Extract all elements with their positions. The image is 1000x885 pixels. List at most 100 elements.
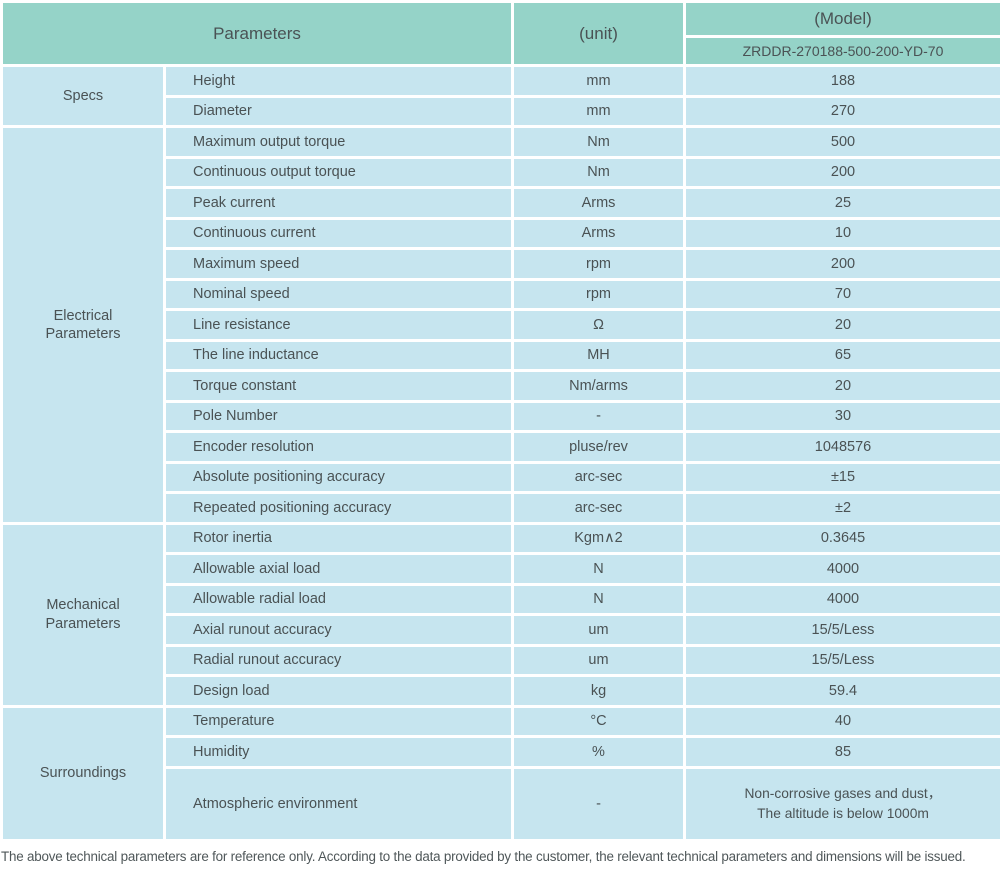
unit-cell: mm — [514, 97, 683, 125]
value-cell: 0.3645 — [686, 524, 1000, 552]
param-cell: Continuous output torque — [166, 158, 511, 186]
unit-cell: MH — [514, 341, 683, 369]
table-row: Nominal speed rpm 70 — [3, 280, 1000, 308]
table-row: Continuous current Arms 10 — [3, 219, 1000, 247]
value-cell: 4000 — [686, 555, 1000, 583]
table-row: Absolute positioning accuracy arc-sec ±15 — [3, 463, 1000, 491]
value-cell: 70 — [686, 280, 1000, 308]
unit-cell: um — [514, 616, 683, 644]
value-cell: 15/5/Less — [686, 616, 1000, 644]
unit-cell: rpm — [514, 280, 683, 308]
table-row: Radial runout accuracy um 15/5/Less — [3, 646, 1000, 674]
value-cell: 500 — [686, 128, 1000, 156]
param-cell: Rotor inertia — [166, 524, 511, 552]
table-row: Diameter mm 270 — [3, 97, 1000, 125]
table-row: The line inductance MH 65 — [3, 341, 1000, 369]
value-cell: 4000 — [686, 585, 1000, 613]
unit-cell: mm — [514, 67, 683, 95]
table-row: Torque constant Nm/arms 20 — [3, 372, 1000, 400]
param-cell: Line resistance — [166, 311, 511, 339]
param-cell: Maximum output torque — [166, 128, 511, 156]
value-cell: 59.4 — [686, 677, 1000, 705]
value-cell: 200 — [686, 158, 1000, 186]
table-row: Allowable radial load N 4000 — [3, 585, 1000, 613]
unit-cell: Arms — [514, 189, 683, 217]
table-row: Pole Number -30 — [3, 402, 1000, 430]
table-row: Line resistance Ω 20 — [3, 311, 1000, 339]
param-cell: Diameter — [166, 97, 511, 125]
unit-cell: Kgm∧2 — [514, 524, 683, 552]
unit-cell: % — [514, 738, 683, 766]
unit-cell: rpm — [514, 250, 683, 278]
value-cell: 200 — [686, 250, 1000, 278]
param-cell: Torque constant — [166, 372, 511, 400]
parameters-header-cell: Parameters — [3, 3, 511, 64]
disclaimer-note: The above technical parameters are for r… — [1, 848, 966, 864]
unit-cell: Ω — [514, 311, 683, 339]
table-row: Humidity% 85 — [3, 738, 1000, 766]
section-label: Electrical Parameters — [3, 128, 163, 522]
table-row: Axial runout accuracy um 15/5/Less — [3, 616, 1000, 644]
unit-cell: Nm — [514, 158, 683, 186]
param-cell: Continuous current — [166, 219, 511, 247]
param-cell: Allowable radial load — [166, 585, 511, 613]
param-cell: Design load — [166, 677, 511, 705]
table-row: Continuous output torque Nm 200 — [3, 158, 1000, 186]
section-label: Specs — [3, 67, 163, 125]
param-cell: Nominal speed — [166, 280, 511, 308]
value-cell: 188 — [686, 67, 1000, 95]
table-row: Surroundings Temperature °C 40 — [3, 707, 1000, 839]
param-cell: Encoder resolution — [166, 433, 511, 461]
value-cell: 20 — [686, 311, 1000, 339]
table-row: Peak current Arms 25 — [3, 189, 1000, 217]
unit-cell: Arms — [514, 219, 683, 247]
section-label: Mechanical Parameters — [3, 524, 163, 705]
table-row: Allowable axial load N 4000 — [3, 555, 1000, 583]
model-header-cell: (Model) — [686, 3, 1000, 35]
unit-cell: N — [514, 555, 683, 583]
table-row: Electrical Parameters Maximum output torq… — [3, 128, 1000, 522]
spec-table: Parameters (unit) (Model) ZRDDR-270188-5… — [3, 3, 1000, 839]
param-cell: Temperature — [166, 707, 511, 735]
param-cell: Peak current — [166, 189, 511, 217]
unit-cell: Nm/arms — [514, 372, 683, 400]
param-cell: Humidity — [166, 738, 511, 766]
value-cell: 30 — [686, 402, 1000, 430]
param-cell: Allowable axial load — [166, 555, 511, 583]
param-cell: Height — [166, 67, 511, 95]
value-cell: ±2 — [686, 494, 1000, 522]
value-cell: 85 — [686, 738, 1000, 766]
unit-cell: arc-sec — [514, 463, 683, 491]
unit-cell: N — [514, 585, 683, 613]
unit-cell: um — [514, 646, 683, 674]
table-row: Encoder resolution pluse/rev 1048576 — [3, 433, 1000, 461]
model-number-cell: ZRDDR-270188-500-200-YD-70 — [686, 38, 1000, 64]
spec-table-header: Parameters (unit) (Model) ZRDDR-270188-5… — [3, 3, 1000, 64]
unit-cell: °C — [514, 707, 683, 735]
param-cell: Radial runout accuracy — [166, 646, 511, 674]
unit-cell: Nm — [514, 128, 683, 156]
value-cell: Non-corrosive gases and dust， The altitu… — [686, 768, 1000, 839]
param-cell: The line inductance — [166, 341, 511, 369]
unit-cell: - — [514, 768, 683, 839]
value-cell: 270 — [686, 97, 1000, 125]
table-row: Mechanical Parameters Rotor inertia Kgm∧2 0… — [3, 524, 1000, 705]
value-cell: 1048576 — [686, 433, 1000, 461]
spec-table-body: Specs Height mm 188 Diameter mm 270 Electrical … — [3, 67, 1000, 839]
unit-cell: pluse/rev — [514, 433, 683, 461]
value-cell: 40 — [686, 707, 1000, 735]
value-cell: 20 — [686, 372, 1000, 400]
table-row: Design load kg 59.4 — [3, 677, 1000, 705]
value-cell: 10 — [686, 219, 1000, 247]
table-row: Specs Height mm 188 — [3, 67, 1000, 125]
value-cell: 15/5/Less — [686, 646, 1000, 674]
value-cell: 25 — [686, 189, 1000, 217]
value-cell: 65 — [686, 341, 1000, 369]
param-cell: Pole Number — [166, 402, 511, 430]
table-row: Maximum speed rpm 200 — [3, 250, 1000, 278]
unit-header-cell: (unit) — [514, 3, 683, 64]
value-cell: ±15 — [686, 463, 1000, 491]
unit-cell: - — [514, 402, 683, 430]
unit-cell: kg — [514, 677, 683, 705]
